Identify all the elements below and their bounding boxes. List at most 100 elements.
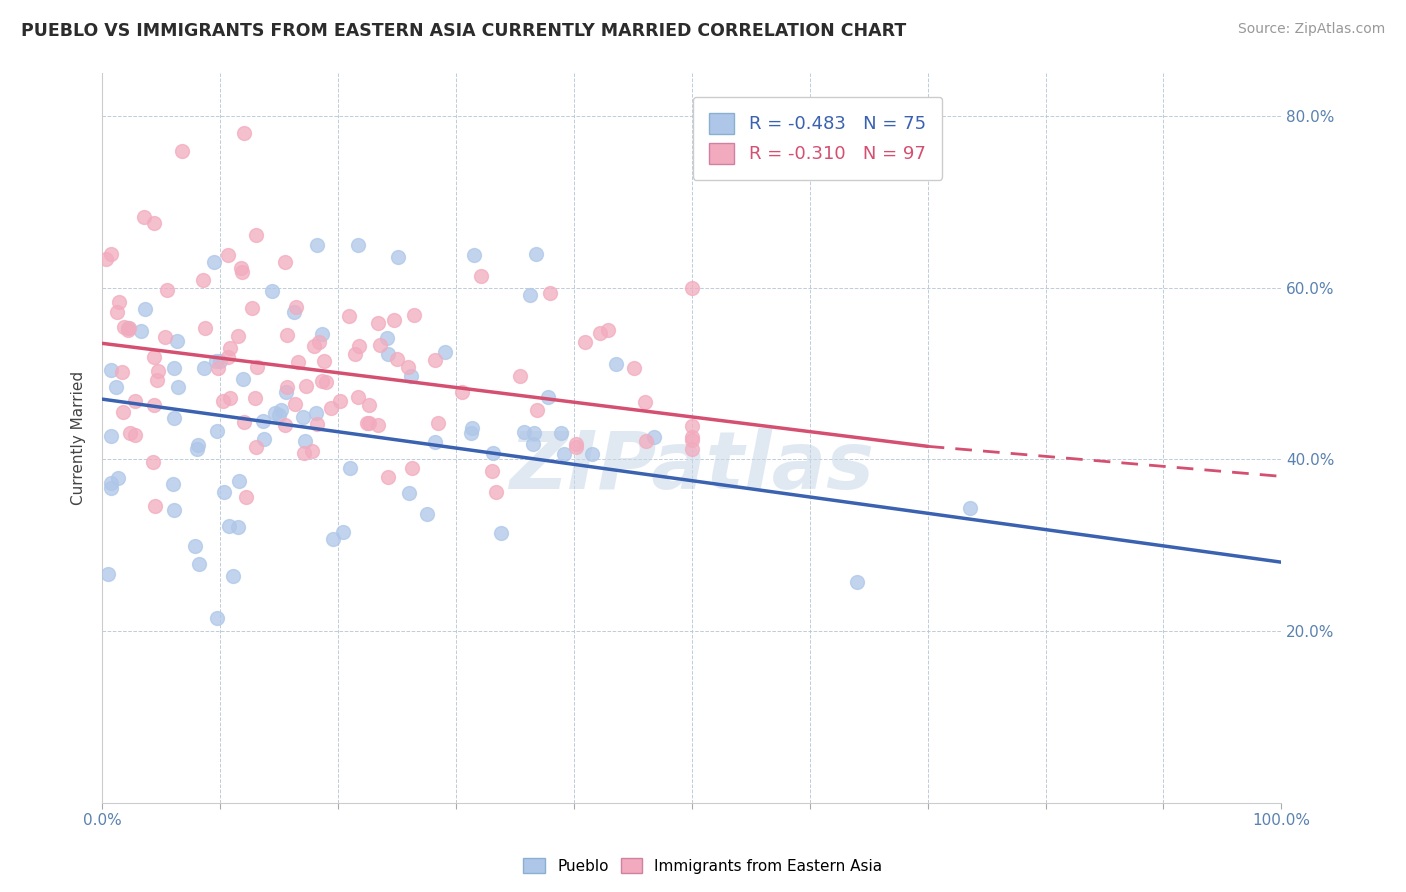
Point	[425, 352, 447, 367]
Point	[105, 305, 128, 319]
Point	[184, 539, 207, 553]
Point	[193, 321, 215, 335]
Point	[219, 391, 242, 405]
Point	[537, 390, 560, 404]
Point	[301, 444, 323, 458]
Point	[188, 557, 211, 571]
Point	[108, 295, 131, 310]
Point	[252, 414, 274, 428]
Point	[218, 341, 240, 355]
Point	[163, 360, 186, 375]
Point	[231, 265, 253, 279]
Point	[634, 395, 657, 409]
Point	[346, 390, 368, 404]
Point	[217, 351, 239, 365]
Point	[367, 316, 389, 330]
Point	[100, 247, 122, 261]
Point	[142, 399, 165, 413]
Point	[100, 475, 122, 490]
Point	[167, 380, 190, 394]
Point	[489, 525, 512, 540]
Point	[460, 425, 482, 440]
Text: ZIPatlas: ZIPatlas	[509, 428, 875, 506]
Point	[337, 309, 360, 323]
Point	[368, 338, 391, 352]
Point	[153, 329, 176, 343]
Point	[398, 485, 420, 500]
Point	[245, 440, 267, 454]
Point	[260, 285, 283, 299]
Point	[550, 426, 572, 441]
Point	[523, 425, 546, 440]
Point	[283, 305, 305, 319]
Point	[427, 416, 450, 430]
Point	[117, 323, 139, 337]
Point	[382, 312, 405, 326]
Point	[170, 144, 193, 158]
Point	[100, 363, 122, 377]
Point	[387, 250, 409, 264]
Point	[681, 430, 703, 444]
Point	[846, 574, 869, 589]
Point	[315, 375, 337, 389]
Point	[538, 285, 561, 300]
Point	[512, 425, 534, 440]
Point	[681, 281, 703, 295]
Point	[104, 380, 127, 394]
Point	[643, 430, 665, 444]
Point	[202, 254, 225, 268]
Point	[565, 437, 588, 451]
Point	[519, 288, 541, 302]
Point	[221, 569, 243, 583]
Point	[209, 354, 232, 368]
Point	[142, 216, 165, 230]
Point	[634, 434, 657, 448]
Point	[311, 374, 333, 388]
Point	[269, 408, 291, 422]
Point	[307, 238, 329, 252]
Point	[385, 352, 408, 367]
Point	[134, 302, 156, 317]
Point	[377, 347, 399, 361]
Point	[229, 261, 252, 276]
Point	[396, 359, 419, 374]
Point	[217, 248, 239, 262]
Point	[292, 446, 315, 460]
Point	[356, 416, 378, 430]
Point	[232, 126, 254, 140]
Point	[416, 507, 439, 521]
Point	[959, 500, 981, 515]
Point	[246, 360, 269, 375]
Point	[146, 363, 169, 377]
Point	[243, 391, 266, 405]
Point	[377, 470, 399, 484]
Point	[193, 360, 215, 375]
Point	[302, 338, 325, 352]
Point	[163, 503, 186, 517]
Point	[284, 396, 307, 410]
Point	[339, 460, 361, 475]
Point	[97, 567, 120, 582]
Point	[347, 339, 370, 353]
Point	[401, 460, 423, 475]
Point	[124, 394, 146, 409]
Point	[346, 238, 368, 252]
Point	[117, 321, 139, 335]
Point	[375, 331, 398, 345]
Point	[623, 361, 645, 376]
Point	[100, 429, 122, 443]
Point	[305, 406, 328, 420]
Point	[451, 384, 474, 399]
Point	[287, 355, 309, 369]
Point	[343, 346, 366, 360]
Point	[681, 442, 703, 456]
Point	[485, 484, 508, 499]
Point	[307, 417, 329, 432]
Point	[461, 420, 484, 434]
Point	[207, 360, 229, 375]
Point	[100, 481, 122, 495]
Point	[212, 485, 235, 500]
Point	[264, 406, 287, 420]
Point	[681, 418, 703, 433]
Point	[212, 394, 235, 409]
